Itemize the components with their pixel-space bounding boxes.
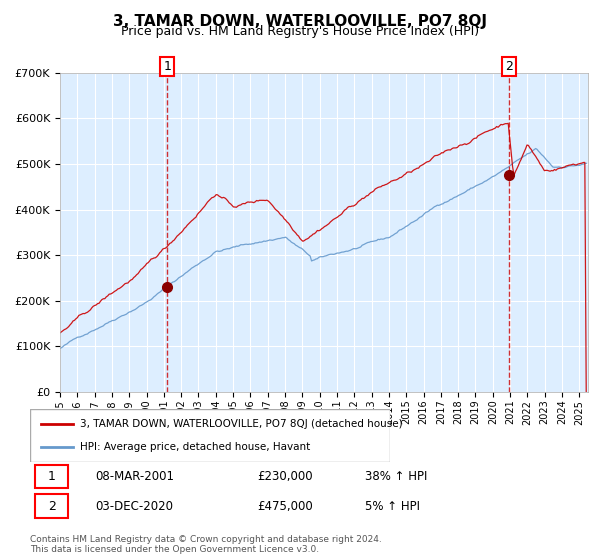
Text: 3, TAMAR DOWN, WATERLOOVILLE, PO7 8QJ: 3, TAMAR DOWN, WATERLOOVILLE, PO7 8QJ <box>113 14 487 29</box>
Text: 08-MAR-2001: 08-MAR-2001 <box>95 470 174 483</box>
FancyBboxPatch shape <box>35 494 68 518</box>
FancyBboxPatch shape <box>35 465 68 488</box>
Text: 2: 2 <box>47 500 56 512</box>
Text: £475,000: £475,000 <box>257 500 313 512</box>
Text: 1: 1 <box>47 470 56 483</box>
Text: Price paid vs. HM Land Registry's House Price Index (HPI): Price paid vs. HM Land Registry's House … <box>121 25 479 38</box>
Text: HPI: Average price, detached house, Havant: HPI: Average price, detached house, Hava… <box>80 442 311 452</box>
Text: Contains HM Land Registry data © Crown copyright and database right 2024.
This d: Contains HM Land Registry data © Crown c… <box>30 535 382 554</box>
Text: 1: 1 <box>163 60 171 73</box>
Text: 38% ↑ HPI: 38% ↑ HPI <box>365 470 427 483</box>
Text: 3, TAMAR DOWN, WATERLOOVILLE, PO7 8QJ (detached house): 3, TAMAR DOWN, WATERLOOVILLE, PO7 8QJ (d… <box>80 419 403 429</box>
FancyBboxPatch shape <box>30 409 390 462</box>
Text: 5% ↑ HPI: 5% ↑ HPI <box>365 500 420 512</box>
Text: £230,000: £230,000 <box>257 470 313 483</box>
Text: 2: 2 <box>505 60 512 73</box>
Text: 03-DEC-2020: 03-DEC-2020 <box>95 500 173 512</box>
